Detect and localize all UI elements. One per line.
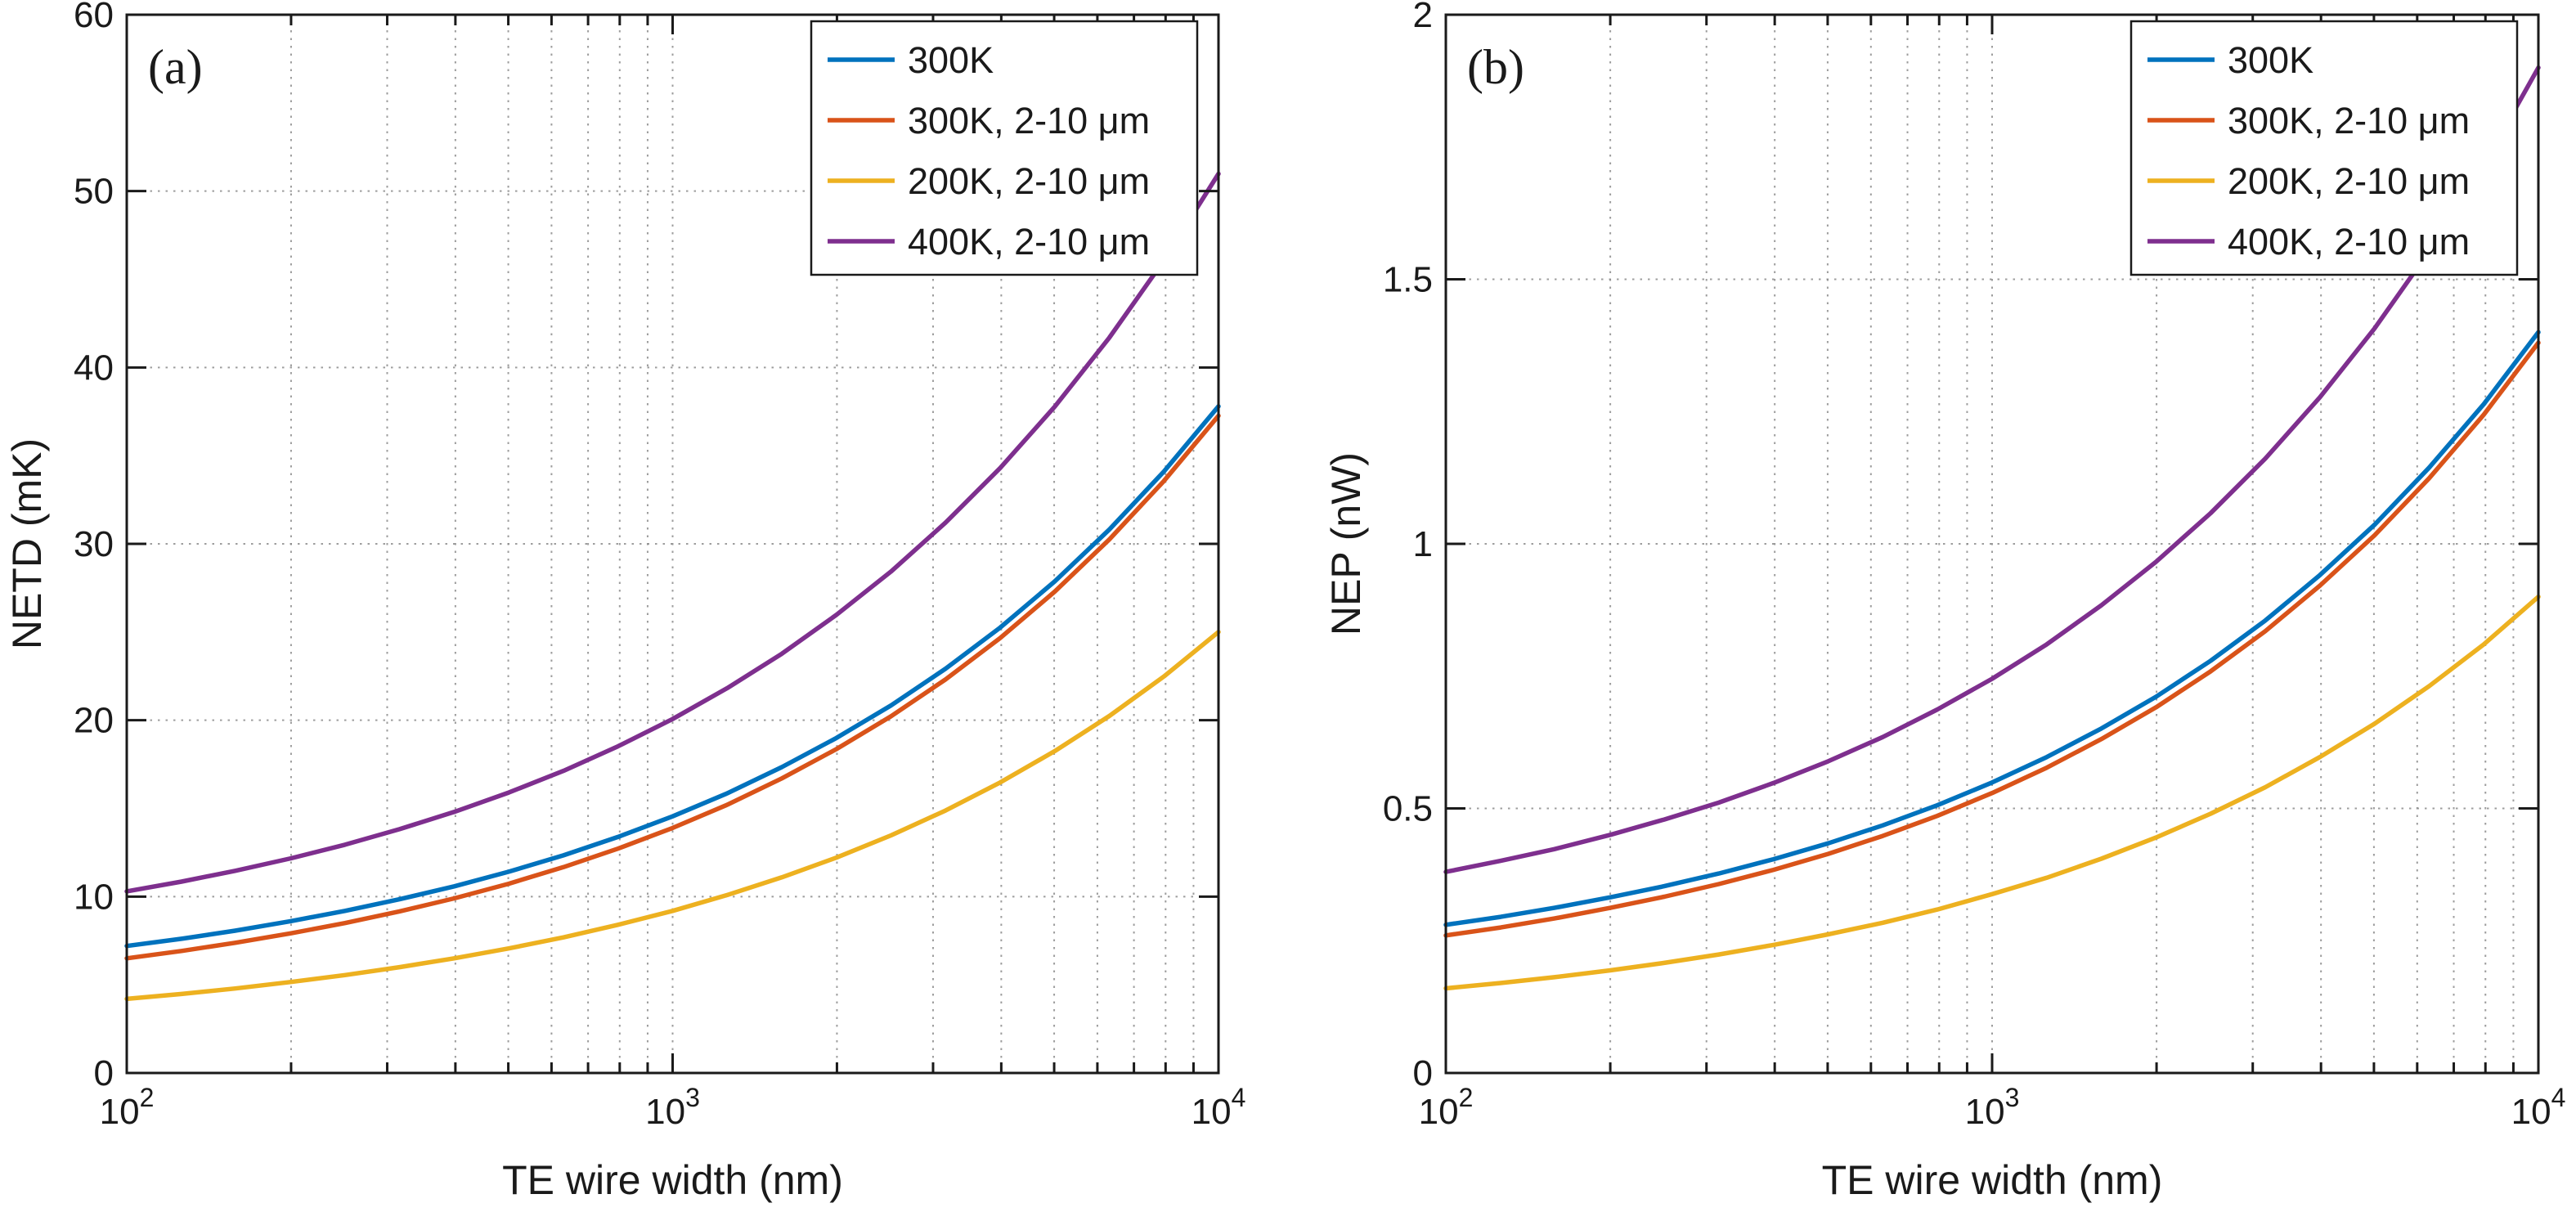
y-tick-label: 0 — [94, 1053, 114, 1093]
x-tick-label: 103 — [1965, 1083, 2020, 1132]
y-tick-label: 20 — [74, 701, 114, 741]
y-axis-label: NETD (mK) — [4, 438, 50, 649]
x-axis-label: TE wire width (nm) — [502, 1157, 843, 1203]
panel-a: 102 103 104 0 10 20 30 40 50 60 TE wire width (nm)… — [4, 0, 1245, 1203]
legend-entry: 400K, 2-10 μm — [2147, 221, 2470, 263]
legend-label: 400K, 2-10 μm — [2228, 221, 2470, 263]
panel-b: 102 103 104 0 0.5 1 1.5 2 TE wire width (nm) NEP … — [1323, 0, 2565, 1203]
y-tick-label: 1.5 — [1383, 260, 1433, 300]
y-tick-label: 40 — [74, 348, 114, 388]
y-tick-label: 10 — [74, 877, 114, 917]
y-tick-label: 2 — [1413, 0, 1433, 35]
legend-entry: 300K, 2-10 μm — [2147, 100, 2470, 141]
x-axis-label: TE wire width (nm) — [1822, 1157, 2163, 1203]
legend-label: 300K — [908, 39, 994, 81]
curve-300k — [124, 404, 1221, 949]
y-tick-label: 0.5 — [1383, 789, 1433, 829]
legend-label: 300K, 2-10 μm — [908, 100, 1150, 141]
y-tick-label: 1 — [1413, 524, 1433, 564]
legend-entry: 200K, 2-10 μm — [2147, 160, 2470, 202]
x-tick-label: 102 — [1419, 1083, 1474, 1132]
legend-label: 200K, 2-10 μm — [908, 160, 1150, 202]
y-tick-label: 50 — [74, 172, 114, 212]
legend-entry: 400K, 2-10 μm — [828, 221, 1150, 263]
legend-entry: 300K — [828, 39, 994, 81]
x-tick-label: 104 — [1192, 1083, 1246, 1132]
curve-200k-2-10-m — [1443, 594, 2541, 991]
curve-300k-2-10-m — [124, 413, 1221, 961]
legend-label: 300K, 2-10 μm — [2228, 100, 2470, 141]
legend-label: 300K — [2228, 39, 2313, 81]
legend-box — [810, 20, 1199, 276]
curve-200k-2-10-m — [124, 630, 1221, 1002]
legend-label: 400K, 2-10 μm — [908, 221, 1150, 263]
curve-400k-2-10-m — [1443, 65, 2541, 874]
legend-label: 200K, 2-10 μm — [2228, 160, 2470, 202]
curve-400k-2-10-m — [124, 171, 1221, 894]
x-tick-label: 103 — [645, 1083, 700, 1132]
legend-entry: 300K — [2147, 39, 2313, 81]
panel-letter: (b) — [1467, 40, 1524, 94]
curve-300k-2-10-m — [1443, 340, 2541, 938]
y-axis-label: NEP (nW) — [1323, 452, 1369, 635]
y-tick-label: 60 — [74, 0, 114, 35]
y-tick-label: 0 — [1413, 1053, 1433, 1093]
panel-letter: (a) — [148, 40, 203, 94]
x-tick-label: 102 — [100, 1083, 155, 1132]
legend: 300K 300K, 2-10 μm 200K, 2-10 μm 400K, 2-10… — [810, 20, 1199, 276]
legend-entry: 200K, 2-10 μm — [828, 160, 1150, 202]
legend-box — [2129, 20, 2519, 276]
curve-300k — [1443, 330, 2541, 927]
legend: 300K 300K, 2-10 μm 200K, 2-10 μm 400K, 2-10… — [2129, 20, 2519, 276]
legend-entry: 300K, 2-10 μm — [828, 100, 1150, 141]
y-tick-label: 30 — [74, 524, 114, 564]
x-tick-label: 104 — [2511, 1083, 2566, 1132]
